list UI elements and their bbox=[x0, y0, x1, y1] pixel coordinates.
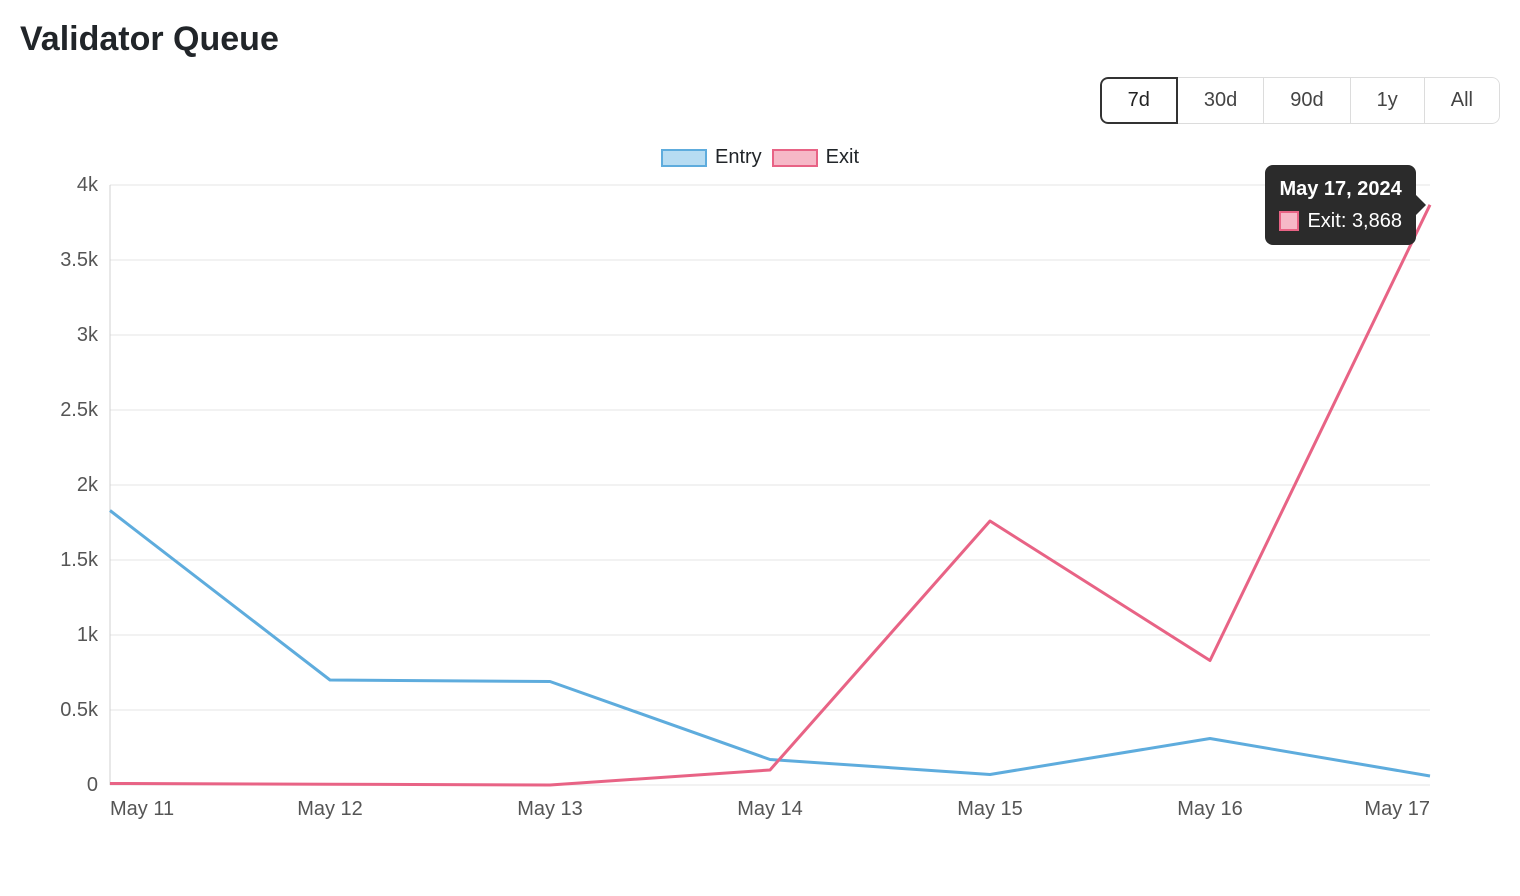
range-7d[interactable]: 7d bbox=[1100, 77, 1178, 124]
svg-text:4k: 4k bbox=[77, 175, 99, 196]
tooltip-value: 3,868 bbox=[1352, 210, 1402, 232]
range-90d[interactable]: 90d bbox=[1263, 77, 1350, 124]
page-title: Validator Queue bbox=[20, 20, 1500, 59]
tooltip-text: Exit: 3,868 bbox=[1307, 207, 1402, 235]
svg-text:0: 0 bbox=[87, 774, 98, 796]
legend-label-exit: Exit bbox=[826, 146, 859, 169]
range-30d[interactable]: 30d bbox=[1177, 77, 1264, 124]
legend-swatch-exit bbox=[772, 149, 818, 167]
tooltip-series-label: Exit bbox=[1307, 210, 1340, 232]
svg-text:May 15: May 15 bbox=[957, 798, 1023, 820]
legend-item-entry[interactable]: Entry bbox=[661, 146, 762, 169]
time-range-row: 7d30d90d1yAll bbox=[20, 77, 1500, 124]
tooltip-caret-icon bbox=[1416, 195, 1426, 215]
svg-text:May 12: May 12 bbox=[297, 798, 363, 820]
svg-text:1k: 1k bbox=[77, 624, 99, 646]
legend-item-exit[interactable]: Exit bbox=[772, 146, 859, 169]
range-1y[interactable]: 1y bbox=[1350, 77, 1425, 124]
svg-text:0.5k: 0.5k bbox=[60, 699, 99, 721]
svg-text:May 11: May 11 bbox=[110, 798, 174, 820]
svg-text:May 13: May 13 bbox=[517, 798, 583, 820]
svg-text:3k: 3k bbox=[77, 324, 99, 346]
legend-swatch-entry bbox=[661, 149, 707, 167]
range-all[interactable]: All bbox=[1424, 77, 1500, 124]
chart-area[interactable]: 0 0.5k 1k 1.5k 2k 2.5k 3k 3.5k 4k May 11 May 12 May… bbox=[20, 175, 1500, 835]
legend-label-entry: Entry bbox=[715, 146, 762, 169]
svg-text:May 16: May 16 bbox=[1177, 798, 1243, 820]
svg-text:3.5k: 3.5k bbox=[60, 249, 99, 271]
line-chart[interactable]: 0 0.5k 1k 1.5k 2k 2.5k 3k 3.5k 4k May 11 May 12 May… bbox=[20, 175, 1460, 835]
tooltip-swatch bbox=[1279, 211, 1299, 231]
svg-text:2k: 2k bbox=[77, 474, 99, 496]
chart-tooltip: May 17, 2024 Exit: 3,868 bbox=[1265, 165, 1416, 245]
svg-text:1.5k: 1.5k bbox=[60, 549, 99, 571]
tooltip-title: May 17, 2024 bbox=[1279, 175, 1402, 203]
validator-queue-panel: Validator Queue 7d30d90d1yAll Entry Exit… bbox=[20, 20, 1500, 835]
svg-text:May 17: May 17 bbox=[1364, 798, 1430, 820]
svg-text:2.5k: 2.5k bbox=[60, 399, 99, 421]
svg-text:May 14: May 14 bbox=[737, 798, 803, 820]
time-range-selector: 7d30d90d1yAll bbox=[1100, 77, 1500, 124]
